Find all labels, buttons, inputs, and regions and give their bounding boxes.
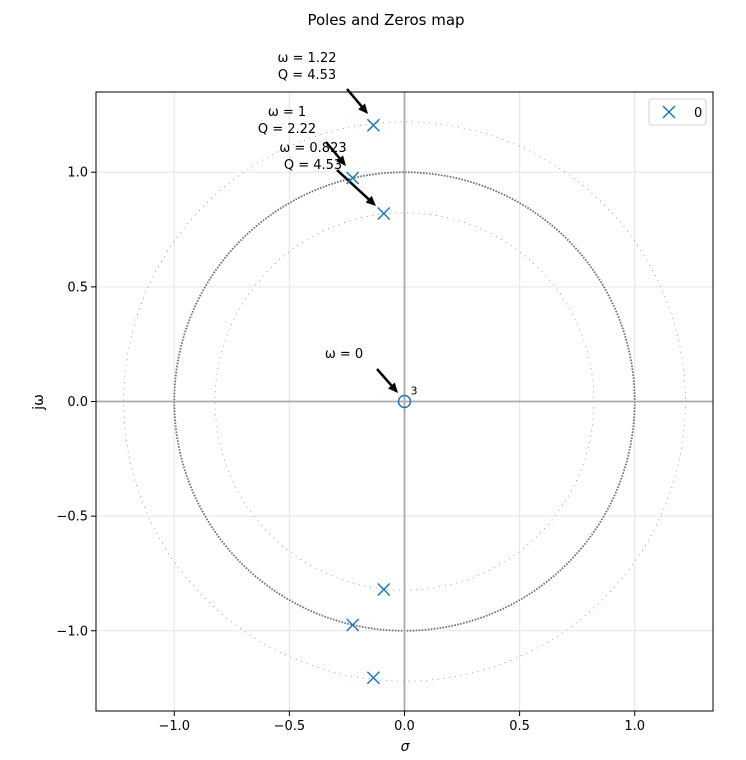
annotation-text: Q = 4.53 [278, 68, 336, 83]
x-tick-label: 1.0 [624, 719, 645, 734]
annotation-arrow-head [365, 195, 376, 206]
pole-marker [377, 582, 391, 597]
y-tick-label: 1.0 [67, 166, 88, 181]
pole-stroke [346, 171, 360, 185]
legend-marker [662, 105, 676, 119]
y-tick-label: −0.5 [56, 510, 88, 525]
annotation-text: ω = 1 [268, 105, 306, 120]
pole-marker [366, 118, 380, 132]
x-tick-label: 0.0 [394, 719, 415, 734]
pole-marker [346, 171, 360, 185]
annotation-text: ω = 0 [325, 347, 363, 362]
annotation-arrow-head [358, 103, 368, 114]
y-axis-label: jω [31, 394, 47, 411]
y-tick-label: 0.5 [67, 280, 88, 295]
annotation-arrow-shaft [336, 169, 370, 201]
annotation: ω = 1.22 Q = 4.53 [278, 51, 368, 114]
pole-stroke [366, 118, 380, 132]
annotation: ω = 1 Q = 2.22 [258, 105, 346, 166]
legend-box [648, 98, 707, 126]
annotation-arrow-shaft [376, 368, 393, 387]
annotation: ω = 0 [325, 347, 398, 393]
annotation-arrow-head [336, 155, 346, 166]
legend: 0 [648, 98, 707, 126]
pole-stroke [377, 206, 391, 221]
annotation-text: ω = 0.823 [279, 141, 346, 156]
markers: 3 [346, 118, 418, 685]
x-tick-label: −1.0 [158, 719, 190, 734]
ticks: −1.0 −0.5 0.0 0.5 1.0 −1.0 −0.5 0.0 0.5 1.0 [56, 166, 645, 734]
x-axis-label: σ [401, 739, 411, 755]
annotation-arrow-shaft [325, 141, 341, 160]
annotation-text: ω = 1.22 [278, 51, 337, 66]
y-tick-label: −1.0 [56, 624, 88, 639]
chart-title: Poles and Zeros map [307, 11, 464, 29]
zero-axes [96, 92, 713, 711]
pole-marker [377, 206, 391, 221]
x-tick-label: −0.5 [274, 719, 306, 734]
pole-stroke [377, 582, 391, 597]
pole-stroke [366, 671, 380, 685]
annotation: ω = 0.823 Q = 4.53 [279, 141, 376, 206]
annotation-arrow-head [388, 382, 398, 393]
annotation-text: Q = 4.53 [284, 158, 342, 173]
y-tick-label: 0.0 [67, 395, 88, 410]
zero-marker [397, 394, 412, 409]
x-tick-label: 0.5 [509, 719, 530, 734]
legend-label: 0 [694, 106, 702, 121]
zero-multiplicity-label: 3 [411, 385, 418, 398]
pole-marker [346, 618, 360, 632]
pole-marker [366, 671, 380, 685]
annotation-text: Q = 2.22 [258, 122, 316, 137]
annotations: ω = 1.22 Q = 4.53 ω = 1 Q = 2.22 ω = 0.823 Q … [258, 51, 398, 393]
pole-stroke [346, 618, 360, 632]
